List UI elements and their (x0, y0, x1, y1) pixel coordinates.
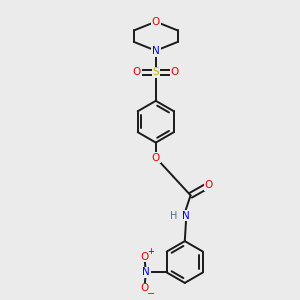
Text: N: N (182, 211, 190, 220)
Text: +: + (147, 247, 154, 256)
Text: S: S (152, 68, 159, 77)
Text: −: − (147, 289, 155, 299)
Text: O: O (140, 251, 148, 262)
Text: N: N (152, 46, 160, 56)
Text: O: O (170, 68, 179, 77)
Text: O: O (140, 284, 148, 293)
Text: O: O (204, 180, 213, 190)
Text: O: O (152, 153, 160, 163)
Text: O: O (133, 68, 141, 77)
Text: N: N (142, 268, 150, 278)
Text: H: H (170, 211, 178, 220)
Text: O: O (152, 17, 160, 27)
